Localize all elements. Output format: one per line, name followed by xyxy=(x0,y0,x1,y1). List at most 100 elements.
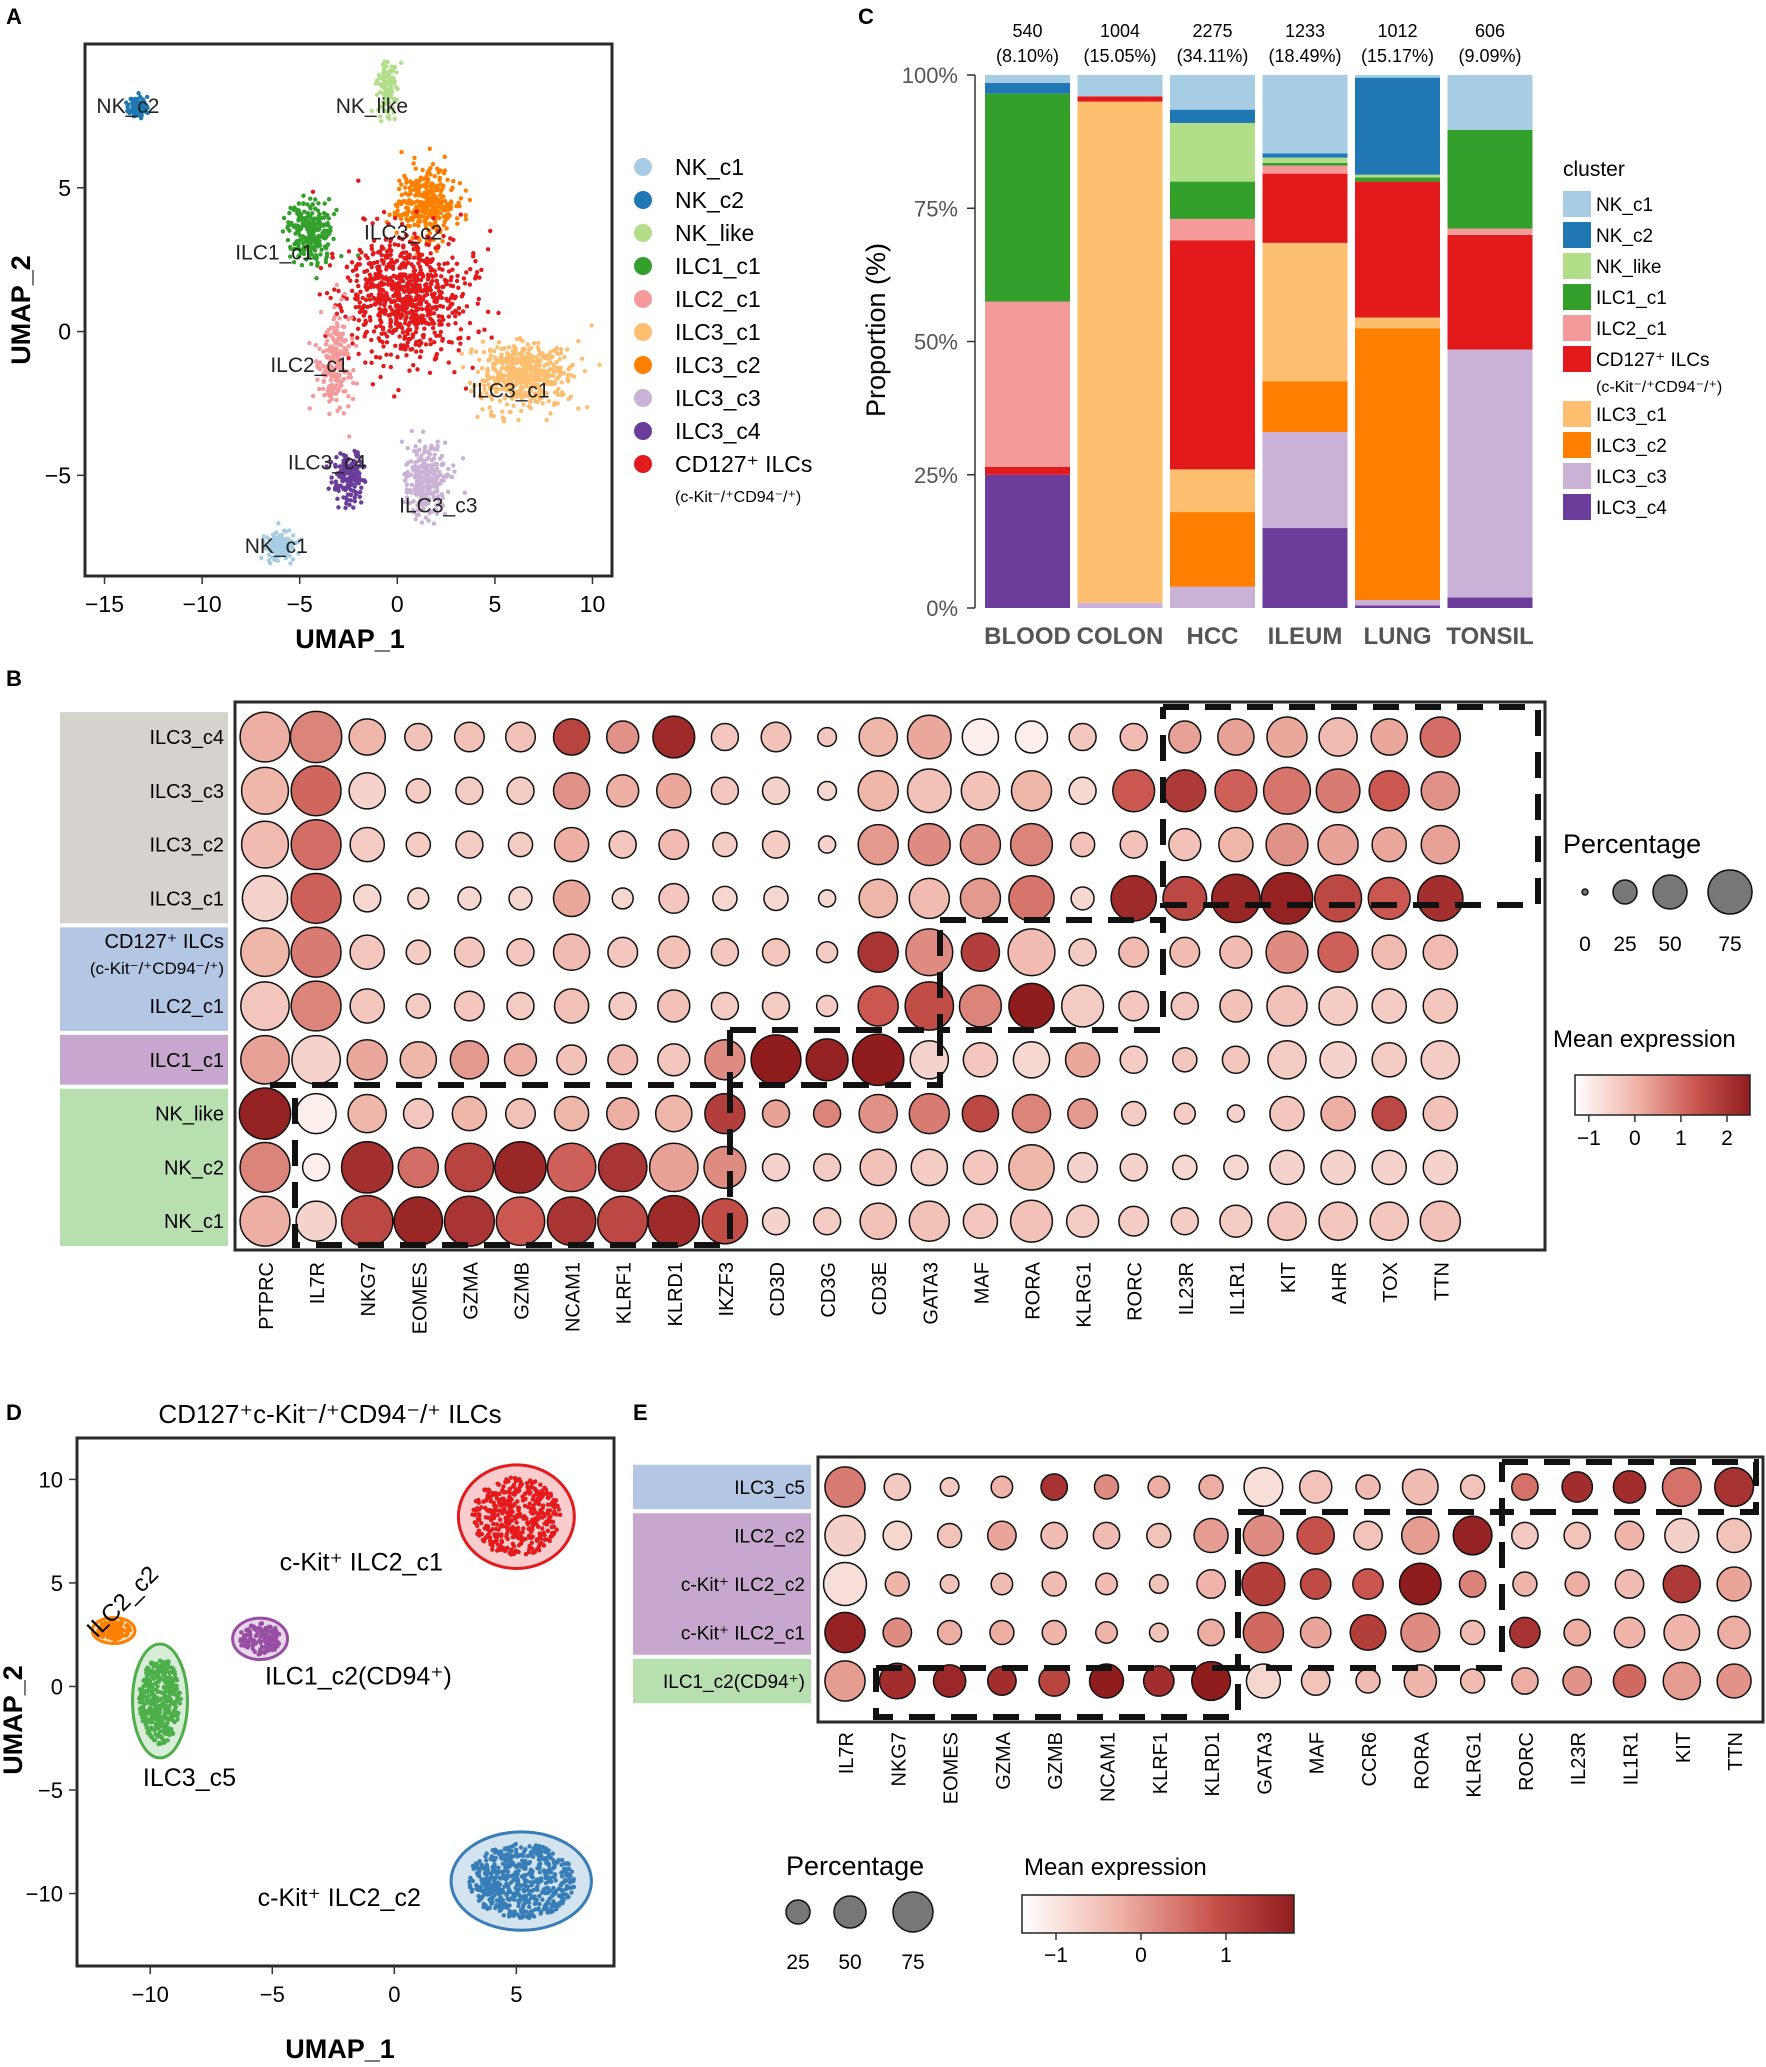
umap-d-point xyxy=(152,1737,158,1743)
umap-a-point xyxy=(391,273,396,279)
b-row-label: NK_c1 xyxy=(164,1211,224,1233)
b-row-label-nk-c2: NK_c2 xyxy=(164,1157,224,1179)
b-dot xyxy=(1008,875,1055,922)
umap-a-point xyxy=(404,250,409,255)
b-gene-label-eomes: EOMES xyxy=(409,1262,431,1334)
umap-d-point xyxy=(273,1636,278,1641)
b-gene-label-ttn: TTN xyxy=(1431,1262,1453,1301)
umap-a-point xyxy=(359,485,364,490)
b-dot xyxy=(961,1094,1000,1133)
umap-d-point xyxy=(165,1662,171,1667)
umap-a-point xyxy=(456,305,462,311)
umap-d-point xyxy=(531,1506,537,1512)
umap-a-point xyxy=(312,255,317,260)
umap-a-point xyxy=(408,472,414,477)
umap-a-point xyxy=(438,347,444,352)
umap-a-point xyxy=(423,225,429,230)
umap-a-point xyxy=(383,253,388,259)
umap-a-point xyxy=(414,283,420,289)
umap-a-point xyxy=(296,201,302,206)
umap-a-point xyxy=(327,411,332,417)
bar-count-label: 1233 xyxy=(1285,21,1325,41)
umap-a-point xyxy=(521,402,526,407)
umap-a-point xyxy=(459,294,465,299)
umap-d-point xyxy=(154,1712,159,1717)
b-gene-label-ahr: AHR xyxy=(1329,1262,1351,1304)
umap-a-point xyxy=(452,369,457,375)
umap-a-point xyxy=(365,279,370,284)
b-dot xyxy=(658,882,690,914)
umap-a-point xyxy=(519,373,525,379)
cluster-legend-label: NK_c1 xyxy=(1596,195,1653,216)
umap-d-point xyxy=(544,1861,549,1866)
umap-d-point xyxy=(501,1484,506,1489)
b-dot xyxy=(1014,720,1049,754)
b-row-label: NK_c2 xyxy=(164,1157,224,1179)
umap-a-point xyxy=(415,448,420,454)
umap-a-point xyxy=(337,334,342,339)
umap-a-point xyxy=(508,409,513,415)
umap-a-point xyxy=(301,193,306,198)
umap-a-point xyxy=(366,293,371,298)
umap-a-point xyxy=(526,372,531,378)
b-dot xyxy=(1070,886,1095,911)
umap-a-point xyxy=(369,360,374,366)
b-dot xyxy=(910,1148,949,1187)
umap-a-point xyxy=(418,489,423,494)
umap-a-point xyxy=(369,349,374,354)
umap-a-point xyxy=(511,343,517,349)
umap-a-point xyxy=(373,324,379,330)
umap-a-point xyxy=(355,326,361,332)
umap-a-point xyxy=(308,230,313,235)
umap-a-cluster-ilc3-c2 xyxy=(384,146,473,257)
b-dot xyxy=(1422,1149,1459,1186)
umap-a-point xyxy=(449,274,454,280)
umap-d-point xyxy=(275,1640,281,1645)
b-dot xyxy=(290,926,342,978)
b-dot xyxy=(1226,1104,1246,1123)
umap-a-point xyxy=(433,354,439,360)
umap-a-point xyxy=(295,207,301,213)
b-row-label-ilc3-c3: ILC3_c3 xyxy=(150,781,225,803)
umap-a-point xyxy=(421,479,427,485)
umap-a-point xyxy=(396,387,401,393)
umap-d-point xyxy=(536,1544,542,1549)
b-percentage-swatch xyxy=(1652,874,1688,910)
umap-a-x-label: UMAP_1 xyxy=(295,624,405,654)
umap-a-point xyxy=(520,346,526,351)
umap-a-point xyxy=(393,284,399,289)
umap-a-point xyxy=(428,446,433,451)
umap-d-point xyxy=(557,1512,563,1518)
b-row-label-ilc3-c4: ILC3_c4 xyxy=(150,727,225,749)
umap-a-point xyxy=(427,230,433,236)
umap-d-point xyxy=(506,1848,512,1853)
umap-a-point xyxy=(450,255,455,260)
umap-a-point xyxy=(371,295,377,301)
umap-a-point xyxy=(504,402,510,407)
b-dot xyxy=(655,772,692,809)
umap-d-point xyxy=(503,1502,509,1507)
umap-a-point xyxy=(435,166,440,171)
umap-a-point xyxy=(386,100,392,106)
umap-a-legend-swatch xyxy=(634,191,652,209)
umap-a-point xyxy=(452,469,457,474)
b-dot xyxy=(1119,1045,1148,1075)
umap-d-point xyxy=(483,1854,488,1859)
umap-d-point xyxy=(271,1645,277,1650)
umap-a-point xyxy=(491,348,497,354)
b-dot xyxy=(240,927,290,978)
b-colorbar-tick-label: 1 xyxy=(1675,1127,1687,1150)
umap-a-point xyxy=(434,447,440,452)
umap-a-point xyxy=(386,222,391,227)
umap-d-point xyxy=(507,1486,513,1492)
umap-a-point xyxy=(431,237,436,243)
b-dot xyxy=(815,994,839,1018)
umap-a-point xyxy=(409,282,415,288)
umap-a-point xyxy=(404,462,409,467)
b-dot xyxy=(607,1044,639,1076)
umap-a-legend-label: ILC3_c3 xyxy=(675,385,761,411)
b-dot xyxy=(605,774,640,808)
b-dot xyxy=(552,771,591,810)
umap-a-point xyxy=(329,480,334,485)
umap-a-point xyxy=(328,393,333,399)
